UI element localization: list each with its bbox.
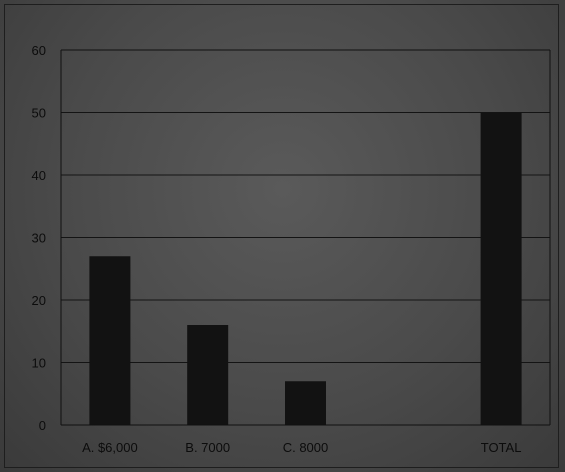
y-tick-label-0: 0 (39, 418, 46, 433)
bar-total (481, 113, 522, 426)
bar-c-8000 (285, 381, 326, 425)
y-tick-label-60: 60 (32, 43, 46, 58)
gridlines (61, 50, 550, 363)
bar-a-6-000 (89, 256, 130, 425)
y-tick-label-40: 40 (32, 168, 46, 183)
y-tick-label-50: 50 (32, 106, 46, 121)
bars (89, 113, 521, 426)
x-tick-label-0: A. $6,000 (82, 440, 138, 455)
bar-b-7000 (187, 325, 228, 425)
y-tick-label-30: 30 (32, 231, 46, 246)
y-tick-label-20: 20 (32, 293, 46, 308)
y-tick-label-10: 10 (32, 356, 46, 371)
x-tick-label-1: B. 7000 (185, 440, 230, 455)
x-tick-label-4: TOTAL (481, 440, 522, 455)
x-tick-label-2: C. 8000 (283, 440, 329, 455)
